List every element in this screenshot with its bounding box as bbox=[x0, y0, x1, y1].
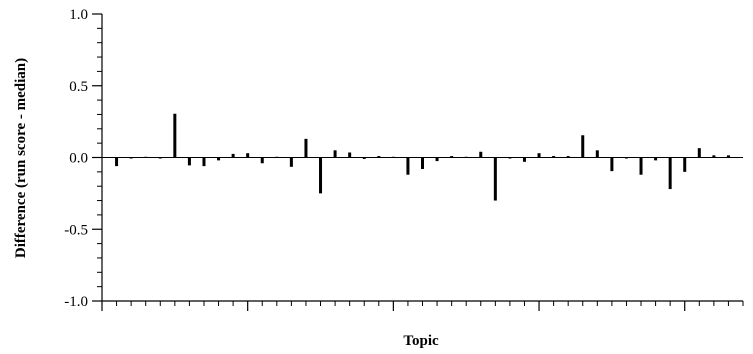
bar bbox=[319, 157, 323, 194]
bar bbox=[304, 138, 308, 158]
bar bbox=[508, 157, 512, 159]
bar bbox=[217, 157, 221, 161]
x-axis-title: Topic bbox=[403, 333, 439, 349]
bar bbox=[246, 153, 250, 158]
bar bbox=[668, 157, 672, 190]
bar bbox=[129, 157, 133, 159]
bar bbox=[450, 156, 454, 158]
bar bbox=[712, 155, 716, 158]
bar bbox=[260, 157, 264, 164]
bars bbox=[115, 113, 730, 201]
bar bbox=[654, 157, 658, 161]
bar bbox=[581, 135, 585, 158]
bar bbox=[158, 157, 162, 159]
bar bbox=[289, 157, 293, 167]
y-tick-label: 0.0 bbox=[69, 151, 88, 167]
bar bbox=[406, 157, 410, 175]
y-axis: -1.0 -0.5 0.0 0.5 1.0 bbox=[64, 7, 103, 310]
bar bbox=[537, 153, 541, 158]
y-tick-label: -0.5 bbox=[64, 222, 88, 238]
bar bbox=[362, 157, 366, 159]
bar bbox=[697, 148, 701, 158]
bar bbox=[348, 152, 352, 158]
y-tick-label: 1.0 bbox=[69, 7, 88, 23]
y-tick-label: 0.5 bbox=[69, 79, 88, 95]
bar bbox=[552, 156, 556, 158]
bar bbox=[624, 157, 628, 159]
bar bbox=[435, 157, 439, 162]
bar bbox=[231, 153, 235, 158]
bar bbox=[377, 156, 381, 158]
bar bbox=[522, 157, 526, 162]
bar bbox=[333, 150, 337, 158]
bar bbox=[421, 157, 424, 169]
bar bbox=[595, 150, 599, 158]
bar bbox=[187, 157, 191, 166]
y-axis-title: Difference (run score - median) bbox=[13, 58, 29, 258]
bar bbox=[464, 156, 468, 158]
bar bbox=[173, 113, 177, 158]
bar bbox=[479, 151, 483, 158]
bar bbox=[144, 156, 148, 158]
bar bbox=[683, 157, 687, 172]
x-axis bbox=[101, 300, 744, 311]
bar bbox=[202, 157, 206, 167]
bar bbox=[639, 157, 643, 175]
y-tick-label: -1.0 bbox=[64, 294, 88, 310]
bar bbox=[726, 155, 730, 158]
bar bbox=[115, 157, 119, 167]
bar bbox=[275, 156, 279, 158]
bar bbox=[610, 157, 614, 172]
bar bbox=[566, 156, 570, 158]
bar bbox=[493, 157, 497, 201]
bar bbox=[391, 156, 395, 158]
